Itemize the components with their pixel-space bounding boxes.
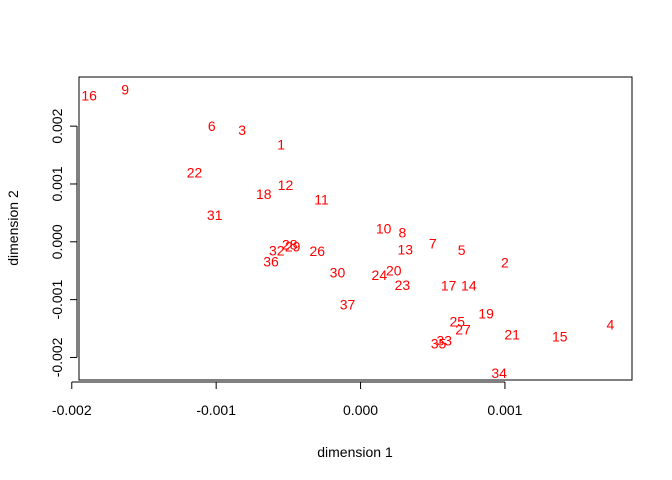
point-label: 22: [187, 164, 203, 180]
point-label: 10: [376, 221, 392, 237]
x-tick-label: 0.000: [343, 402, 378, 418]
point-label: 28: [282, 237, 298, 253]
x-tick-label: -0.002: [52, 402, 92, 418]
point-label: 24: [372, 267, 388, 283]
point-label: 16: [81, 88, 97, 104]
y-axis-title: dimension 2: [5, 190, 21, 266]
point-label: 34: [491, 365, 507, 381]
point-label: 5: [458, 242, 466, 258]
point-label: 3: [238, 122, 246, 138]
point-label: 21: [504, 326, 520, 342]
point-label: 1: [277, 137, 285, 153]
point-label: 2: [501, 255, 509, 271]
point-label: 8: [399, 225, 407, 241]
y-tick-label: 0.001: [49, 166, 65, 201]
point-label: 23: [395, 277, 411, 293]
point-label: 31: [207, 207, 223, 223]
y-tick-label: 0.000: [49, 224, 65, 259]
point-labels: 1234567891011121314151617181920212223242…: [81, 82, 614, 381]
point-label: 11: [314, 192, 329, 208]
x-tick-label: 0.001: [487, 402, 522, 418]
point-label: 6: [208, 118, 216, 134]
x-axis: -0.002 -0.001 0.000 0.001: [52, 381, 523, 418]
point-label: 30: [330, 264, 346, 280]
point-label: 27: [455, 322, 471, 338]
point-label: 36: [263, 253, 279, 269]
y-axis: -0.002 -0.001 0.000 0.001 0.002: [49, 108, 78, 377]
y-tick-label: 0.002: [49, 108, 65, 143]
point-label: 12: [278, 177, 294, 193]
point-label: 32: [269, 242, 285, 258]
plot-frame: [78, 76, 633, 381]
point-label: 33: [437, 333, 453, 349]
point-label: 15: [552, 329, 568, 345]
point-label: 26: [309, 243, 325, 259]
y-tick-label: -0.002: [49, 337, 65, 377]
point-label: 19: [478, 306, 494, 322]
point-label: 7: [429, 236, 437, 252]
point-label: 4: [606, 316, 614, 332]
point-label: 35: [431, 336, 447, 352]
point-label: 13: [398, 241, 414, 257]
x-tick-label: -0.001: [196, 402, 236, 418]
point-label: 29: [285, 238, 301, 254]
point-label: 14: [461, 278, 477, 294]
point-label: 9: [121, 82, 129, 98]
x-axis-title: dimension 1: [317, 444, 393, 460]
point-label: 25: [450, 314, 466, 330]
point-label: 17: [441, 278, 457, 294]
y-tick-label: -0.001: [49, 280, 65, 320]
point-label: 20: [386, 263, 402, 279]
point-label: 18: [256, 186, 272, 202]
point-label: 37: [340, 296, 356, 312]
